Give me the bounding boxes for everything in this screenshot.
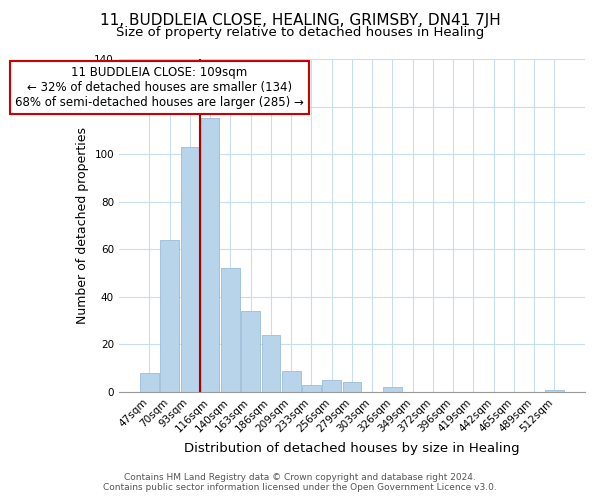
Text: 11 BUDDLEIA CLOSE: 109sqm
← 32% of detached houses are smaller (134)
68% of semi: 11 BUDDLEIA CLOSE: 109sqm ← 32% of detac… [15, 66, 304, 109]
Bar [262, 335, 280, 392]
Bar [282, 370, 301, 392]
Text: Contains HM Land Registry data © Crown copyright and database right 2024.
Contai: Contains HM Land Registry data © Crown c… [103, 473, 497, 492]
Bar [140, 373, 159, 392]
X-axis label: Distribution of detached houses by size in Healing: Distribution of detached houses by size … [184, 442, 520, 455]
Bar [181, 147, 199, 392]
Bar [343, 382, 361, 392]
Text: Size of property relative to detached houses in Healing: Size of property relative to detached ho… [116, 26, 484, 39]
Bar [221, 268, 240, 392]
Bar [545, 390, 564, 392]
Text: 11, BUDDLEIA CLOSE, HEALING, GRIMSBY, DN41 7JH: 11, BUDDLEIA CLOSE, HEALING, GRIMSBY, DN… [100, 12, 500, 28]
Bar [302, 385, 321, 392]
Bar [322, 380, 341, 392]
Bar [201, 118, 220, 392]
Bar [241, 311, 260, 392]
Bar [383, 387, 402, 392]
Bar [160, 240, 179, 392]
Y-axis label: Number of detached properties: Number of detached properties [76, 127, 89, 324]
